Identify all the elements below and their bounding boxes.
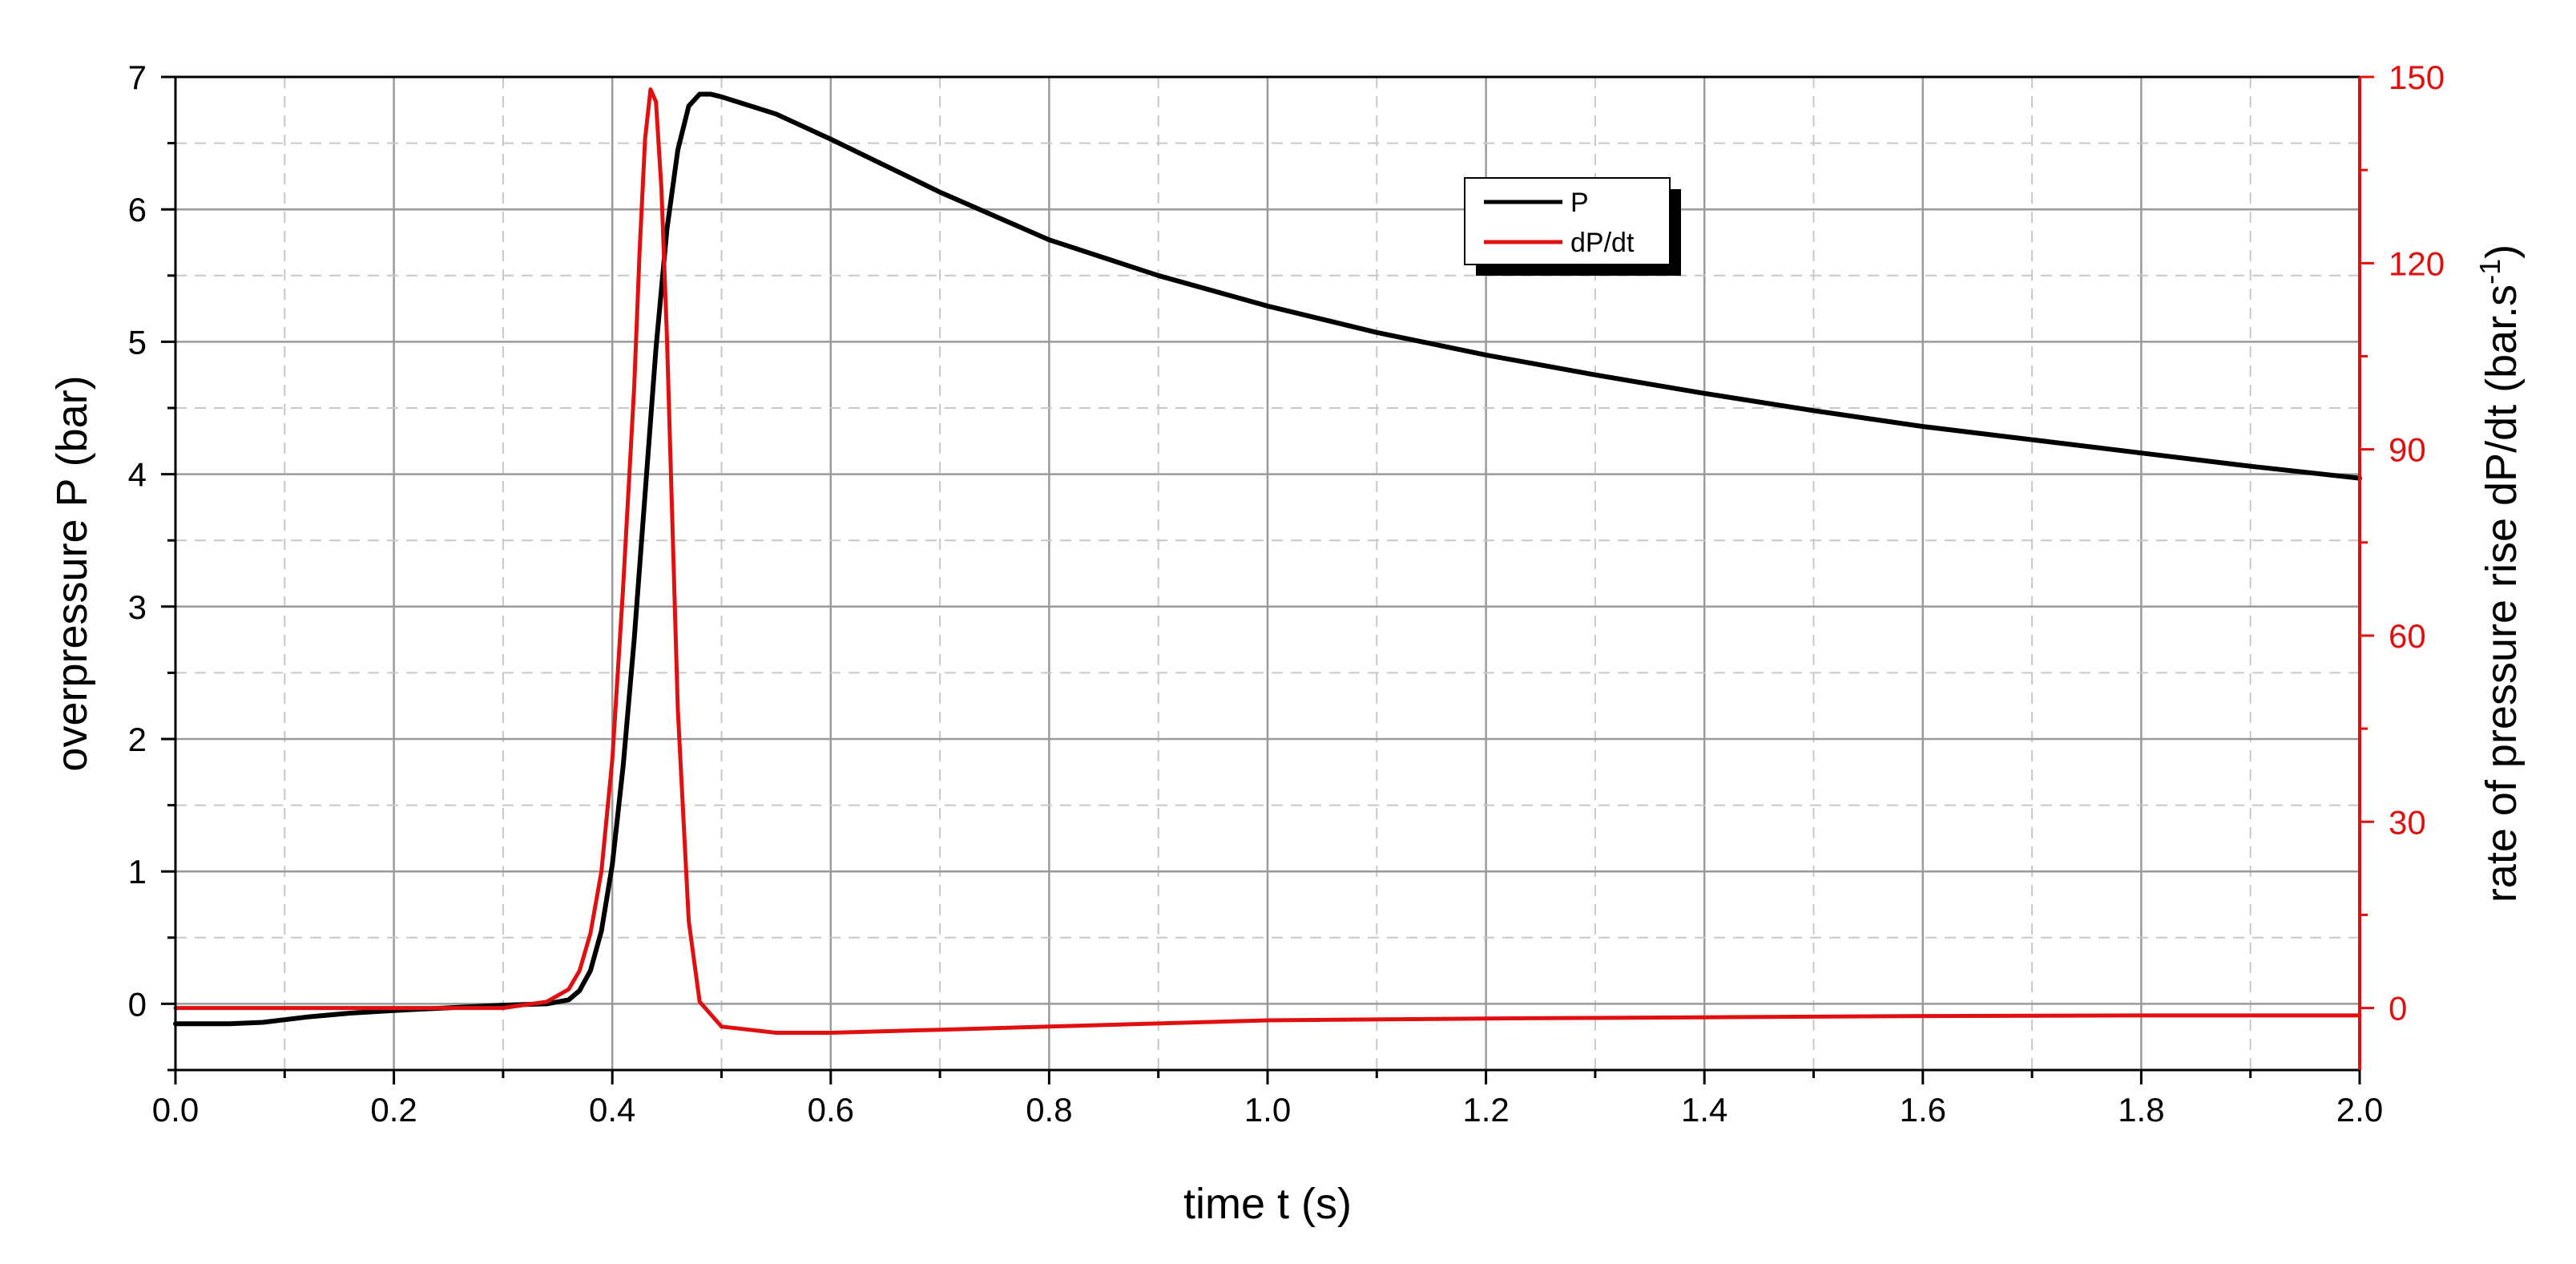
y-axis-right-title-main: rate of pressure rise dP/dt (bar.s bbox=[2477, 285, 2526, 903]
y-right-tick-label: 150 bbox=[2389, 59, 2445, 96]
x-tick-label: 0.2 bbox=[370, 1091, 417, 1129]
x-tick-label: 1.2 bbox=[1462, 1091, 1509, 1129]
legend-box bbox=[1464, 177, 1671, 265]
y-right-tick-label: 0 bbox=[2389, 990, 2407, 1028]
legend-label-dpdt: dP/dt bbox=[1570, 228, 1635, 258]
y-axis-right-title-close: ) bbox=[2477, 244, 2526, 259]
legend-label-p: P bbox=[1570, 188, 1589, 218]
y-right-tick-label: 90 bbox=[2389, 431, 2426, 469]
x-tick-label: 1.4 bbox=[1681, 1091, 1727, 1129]
y-axis-right-title-superscript: -1 bbox=[2473, 259, 2506, 285]
y-right-tick-label: 120 bbox=[2389, 244, 2445, 282]
series-p-line bbox=[173, 91, 2362, 1027]
legend: P dP/dt bbox=[1464, 177, 1681, 276]
y-right-tick-label: 30 bbox=[2389, 803, 2426, 841]
axes: 0.0 0.2 0.4 0.6 0.8 1.0 1.2 1.4 1.6 1.8 2.0 0 1 2 3 4 5 6… bbox=[128, 59, 2445, 1129]
y-axis-left-title: overpressure P (bar) bbox=[48, 375, 96, 771]
y-axis-right-title: rate of pressure rise dP/dt (bar.s-1) bbox=[2473, 244, 2526, 903]
y-left-tick-label: 3 bbox=[128, 588, 147, 626]
x-tick-label: 0.8 bbox=[1026, 1091, 1072, 1129]
plot-series bbox=[173, 87, 2362, 1035]
x-tick-label: 0.6 bbox=[808, 1091, 854, 1129]
x-tick-label: 1.6 bbox=[1900, 1091, 1946, 1129]
y-left-tick-label: 4 bbox=[128, 456, 147, 494]
x-tick-label: 1.8 bbox=[2118, 1091, 2164, 1129]
series-dpdt-line bbox=[173, 87, 2362, 1035]
y-right-tick-label: 60 bbox=[2389, 617, 2426, 655]
x-tick-label: 0.0 bbox=[152, 1091, 199, 1129]
y-left-tick-label: 7 bbox=[128, 59, 147, 96]
y-left-tick-label: 2 bbox=[128, 721, 147, 758]
x-tick-label: 0.4 bbox=[589, 1091, 635, 1129]
y-left-tick-label: 5 bbox=[128, 323, 147, 361]
x-tick-label: 2.0 bbox=[2336, 1091, 2383, 1129]
y-left-tick-label: 0 bbox=[128, 985, 147, 1023]
y-left-tick-label: 6 bbox=[128, 191, 147, 228]
y-left-tick-label: 1 bbox=[128, 853, 147, 890]
x-tick-label: 1.0 bbox=[1244, 1091, 1291, 1129]
x-axis-title: time t (s) bbox=[1183, 1180, 1352, 1228]
